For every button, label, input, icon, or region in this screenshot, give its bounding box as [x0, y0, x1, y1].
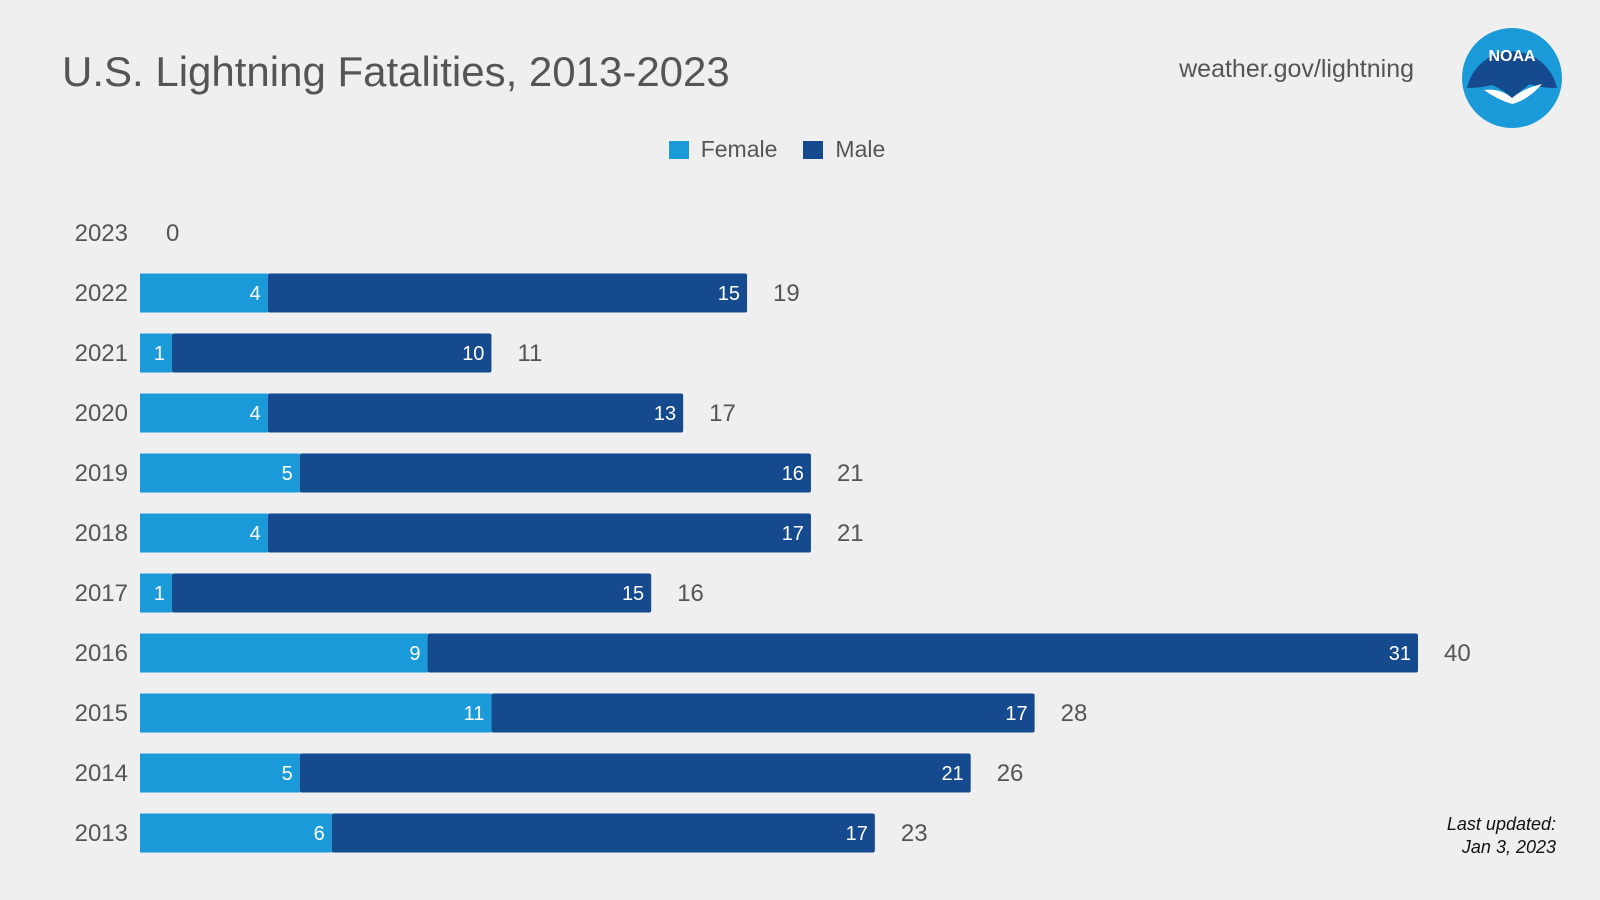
bar-female [140, 753, 300, 793]
source-link[interactable]: weather.gov/lightning [1179, 55, 1414, 83]
bar-male [267, 273, 748, 313]
bar-label-male: 13 [654, 403, 676, 425]
category-label: 2019 [75, 460, 128, 487]
bar-label-female: 1 [154, 583, 165, 605]
bar-label-male: 21 [941, 763, 963, 785]
bar-total-label: 0 [166, 220, 179, 247]
bar-total-label: 17 [709, 400, 736, 427]
bar-male [267, 393, 684, 433]
bar-label-male: 15 [622, 583, 644, 605]
bar-total-label: 11 [517, 340, 542, 367]
bar-female [140, 333, 172, 373]
bar-male [427, 633, 1418, 673]
legend-swatch-male [803, 140, 824, 159]
bar-female [140, 813, 332, 853]
bar-total-label: 23 [901, 820, 928, 847]
chart-legend: Female Male [0, 136, 1554, 163]
logo-text: NOAA [1488, 48, 1536, 65]
category-label: 2021 [75, 340, 128, 367]
bar-label-male: 31 [1389, 643, 1411, 665]
bar-total-label: 26 [997, 760, 1024, 787]
bar-label-female: 5 [282, 763, 293, 785]
bar-total-label: 21 [837, 520, 864, 547]
legend-label-male: Male [835, 136, 886, 162]
legend-swatch-female [668, 140, 689, 159]
bar-total-label: 21 [837, 460, 864, 487]
last-updated-date: Jan 3, 2023 [1461, 837, 1556, 857]
bar-male [491, 693, 1035, 733]
bar-label-male: 16 [782, 463, 804, 485]
bar-male [267, 513, 811, 553]
bar-label-female: 1 [154, 343, 165, 365]
legend-label-female: Female [700, 136, 778, 162]
bar-label-female: 4 [250, 283, 261, 305]
bar-label-male: 17 [1005, 703, 1027, 725]
category-label: 2023 [75, 220, 128, 247]
bar-male [299, 453, 811, 493]
category-label: 2015 [75, 700, 128, 727]
noaa-logo: NOAA [1462, 28, 1562, 128]
category-label: 2014 [75, 760, 128, 787]
category-label: 2016 [75, 640, 128, 667]
bar-total-label: 40 [1444, 640, 1471, 667]
category-label: 2018 [75, 520, 128, 547]
logo-gull [1484, 84, 1542, 104]
last-updated: Last updated: Jan 3, 2023 [1447, 813, 1556, 859]
bar-female [140, 453, 300, 493]
last-updated-label: Last updated: [1446, 814, 1556, 834]
bar-female [140, 633, 428, 673]
category-label: 2013 [75, 820, 128, 847]
bar-label-male: 17 [782, 523, 804, 545]
bar-label-female: 4 [250, 523, 261, 545]
legend-item-female: Female [668, 136, 778, 163]
bar-label-male: 10 [462, 343, 484, 365]
category-label: 2017 [75, 580, 128, 607]
bar-label-female: 6 [314, 823, 325, 845]
bar-female [140, 513, 268, 553]
bar-female [140, 273, 268, 313]
bar-label-female: 11 [464, 703, 485, 725]
bar-male [331, 813, 875, 853]
page-title: U.S. Lightning Fatalities, 2013-2023 [62, 48, 730, 95]
bar-total-label: 16 [677, 580, 704, 607]
bar-label-female: 5 [282, 463, 293, 485]
logo-top-shape [1467, 51, 1557, 98]
bar-total-label: 19 [773, 280, 800, 307]
bar-female [140, 693, 492, 733]
bar-male [171, 333, 492, 373]
category-label: 2020 [75, 400, 128, 427]
bar-female [140, 573, 172, 613]
bar-label-female: 4 [250, 403, 261, 425]
bar-male [171, 573, 652, 613]
bar-male [299, 753, 971, 793]
bar-label-male: 15 [718, 283, 740, 305]
bar-female [140, 393, 268, 433]
bar-total-label: 28 [1061, 700, 1088, 727]
bar-label-female: 9 [409, 643, 420, 665]
legend-item-male: Male [803, 136, 885, 163]
bar-label-male: 17 [846, 823, 868, 845]
category-label: 2022 [75, 280, 128, 307]
